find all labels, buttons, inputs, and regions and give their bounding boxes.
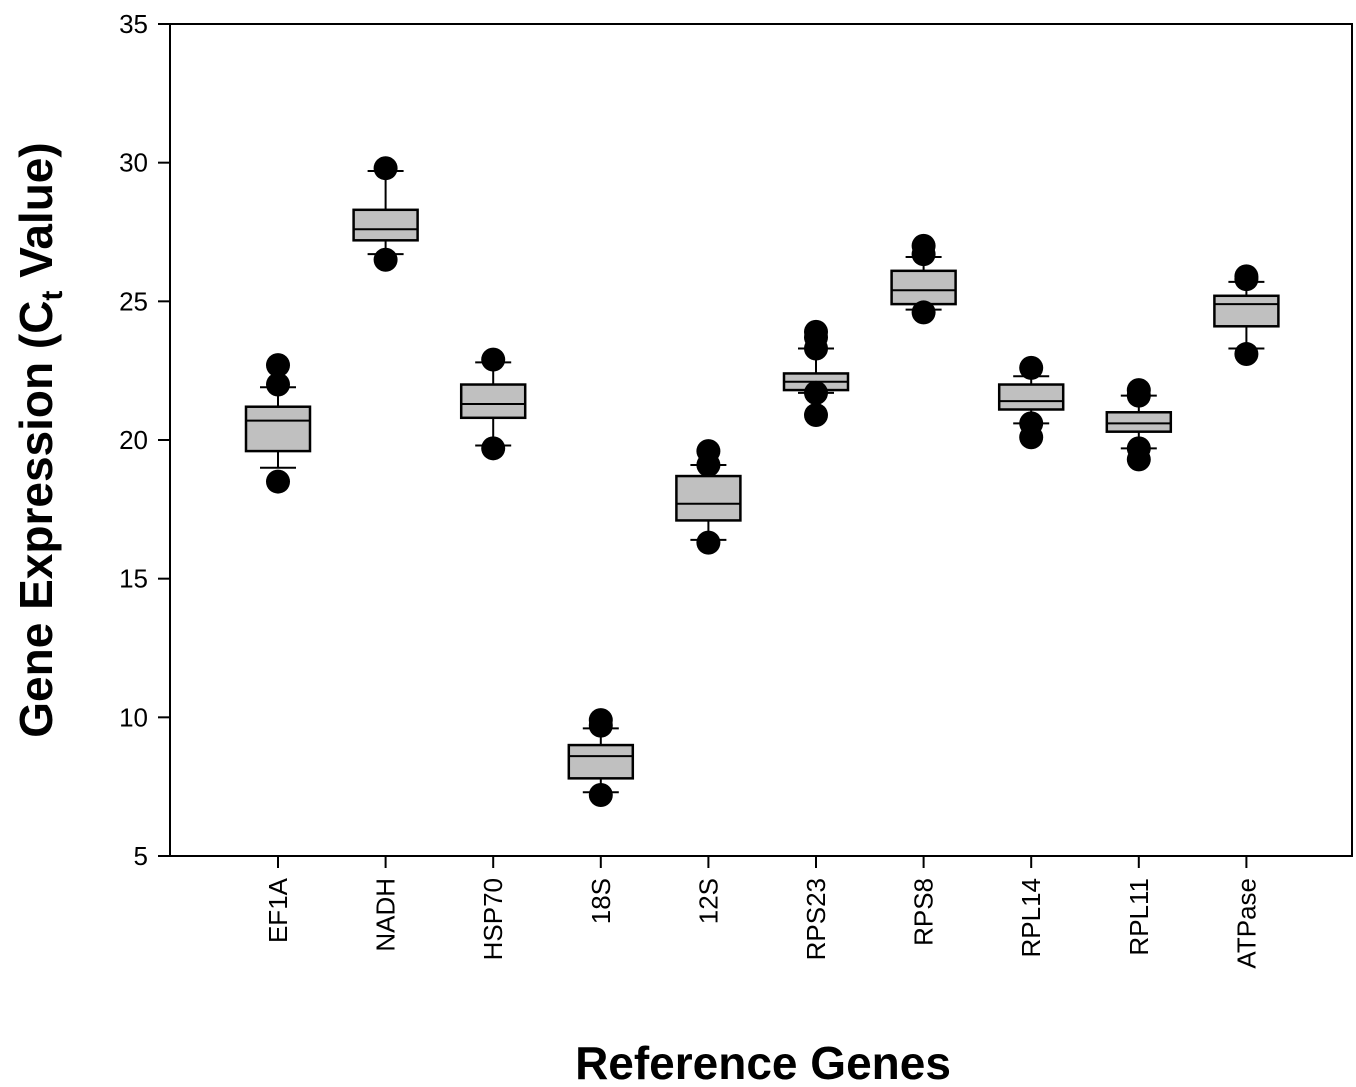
y-axis-title-subscript: t xyxy=(36,291,69,301)
x-tick-label: NADH xyxy=(371,878,401,952)
box-iqr xyxy=(244,405,312,453)
box-iqr xyxy=(890,269,957,306)
plot-frame xyxy=(169,23,1353,857)
box-iqr xyxy=(567,743,635,780)
x-tick-label: HSP70 xyxy=(478,878,508,960)
outlier-point xyxy=(911,233,936,258)
outlier-point xyxy=(804,380,828,405)
x-tick-label: RPS23 xyxy=(801,878,831,960)
outlier-point xyxy=(266,469,290,494)
box-atpase xyxy=(1213,264,1280,367)
outlier-point xyxy=(1234,342,1259,367)
box-iqr xyxy=(1105,411,1173,433)
box-iqr xyxy=(997,383,1065,411)
x-tick-label: RPL11 xyxy=(1124,878,1154,956)
y-axis-title: Gene Expression (Ct Value) xyxy=(10,142,69,737)
y-tick-label: 20 xyxy=(119,425,148,455)
box-iqr xyxy=(1213,294,1280,328)
outlier-point xyxy=(696,530,721,555)
outlier-point xyxy=(1234,264,1259,289)
outlier-point xyxy=(911,300,936,325)
box-iqr xyxy=(459,383,527,420)
outlier-point xyxy=(373,156,398,181)
y-tick-label: 10 xyxy=(119,702,148,732)
box-18s xyxy=(567,708,635,807)
box-iqr xyxy=(352,208,419,242)
box-rpl14 xyxy=(997,355,1065,450)
outlier-point xyxy=(1019,411,1044,436)
outlier-point xyxy=(804,319,828,344)
box-12s xyxy=(675,439,742,555)
y-tick-label: 35 xyxy=(119,9,148,39)
box-rpl11 xyxy=(1105,378,1173,472)
y-tick-label: 5 xyxy=(134,841,148,871)
y-tick-label: 15 xyxy=(119,564,148,594)
box-rps8 xyxy=(890,233,957,325)
x-tick-label: 18S xyxy=(586,878,616,924)
outlier-point xyxy=(481,436,506,461)
box-ef1a xyxy=(244,353,312,494)
y-axis-ticks: 5 10 15 20 25 30 35 xyxy=(119,9,170,871)
box-rps23 xyxy=(782,319,850,428)
outlier-point xyxy=(588,708,613,733)
x-tick-label: EF1A xyxy=(263,877,293,943)
box-hsp70 xyxy=(459,347,527,461)
outlier-point xyxy=(588,782,613,807)
outlier-point xyxy=(266,372,290,397)
y-axis-title-main: Gene Expression (C xyxy=(10,301,62,738)
outlier-point xyxy=(1019,355,1044,380)
x-tick-label: ATPase xyxy=(1231,878,1261,969)
y-axis-title-tail: Value) xyxy=(10,142,62,290)
x-axis-ticks: EF1A NADH HSP70 18S 12S RPS23 RPS8 RPL14 RPL11 AT… xyxy=(263,856,1261,969)
x-axis-title: Reference Genes xyxy=(575,1037,951,1087)
y-tick-label: 25 xyxy=(119,286,148,316)
outlier-point xyxy=(373,247,398,272)
outlier-point xyxy=(1126,378,1151,403)
outlier-point xyxy=(804,403,828,428)
outlier-point xyxy=(696,439,721,464)
outlier-point xyxy=(266,353,290,378)
box-iqr xyxy=(675,474,742,522)
x-tick-label: RPS8 xyxy=(909,878,939,946)
x-tick-label: RPL14 xyxy=(1016,878,1046,958)
box-nadh xyxy=(352,156,419,272)
x-tick-label: 12S xyxy=(693,878,723,924)
box-series xyxy=(244,156,1280,807)
y-tick-label: 30 xyxy=(119,148,148,178)
outlier-point xyxy=(481,347,506,372)
outlier-point xyxy=(1126,436,1151,461)
